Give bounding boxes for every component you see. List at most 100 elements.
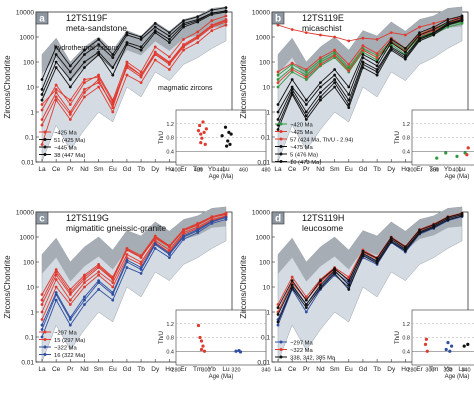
panel-c: 0.01 0.1 1 10 100 1000 10000 Zircons/Chondrite L… (3, 206, 271, 380)
x-tick-label: Ho (165, 366, 174, 373)
x-tick-label: Er (416, 166, 423, 173)
series-point (403, 50, 407, 54)
series-point (333, 267, 337, 270)
series-point (125, 33, 129, 37)
legend-label: 338, 342, 385 Ma (290, 355, 336, 361)
x-tick-label: Tm (429, 166, 438, 173)
series-point (446, 20, 450, 24)
series-point (403, 46, 407, 50)
series-point (111, 100, 115, 104)
inset-y-tick-label: 0.8 (166, 136, 174, 142)
inset-y-tick-label: 0.4 (402, 149, 410, 155)
series-point (125, 64, 129, 68)
series-point (389, 46, 393, 50)
series-point (375, 56, 379, 59)
x-tick-label: Ho (401, 366, 410, 373)
hydrothermal-label: hydrothermal zircons (54, 45, 119, 52)
legend-label: 51 (425 Ma) (54, 138, 85, 144)
x-tick-label: La (38, 366, 46, 373)
hydrothermal-field (42, 206, 226, 282)
x-tick-label: Dy (151, 166, 160, 173)
series-point (68, 323, 72, 327)
series-point (389, 41, 393, 44)
series-point (375, 256, 379, 260)
thu-inset: 0.4 0.8 1.2 400 420 440 460 480 Age (Ma) Th/U (159, 109, 271, 180)
sample-name: 12TS119H (302, 213, 344, 223)
inset-point (223, 125, 228, 129)
inset-point (225, 144, 229, 148)
series-point (403, 245, 407, 249)
inset-x-tick-label: 400 (171, 168, 180, 174)
series-point (319, 91, 322, 94)
inset-point (238, 350, 243, 354)
series-line (41, 212, 227, 295)
series-line (277, 19, 463, 126)
inset-y-tick-label: 0.8 (402, 136, 410, 142)
x-tick-label: Nd (80, 366, 89, 373)
series-point (290, 78, 294, 81)
series-point (361, 36, 365, 40)
inset-point (462, 344, 466, 348)
series-point (418, 31, 421, 34)
series-point (97, 75, 101, 79)
x-tick-label: Lu (222, 366, 230, 373)
series-point (446, 215, 450, 219)
series-point (210, 24, 214, 28)
series-point (224, 218, 228, 221)
series-point (111, 56, 115, 59)
series-point (276, 23, 280, 27)
series-point (460, 16, 464, 19)
series-point (290, 286, 294, 290)
x-tick-label: Lu (458, 166, 466, 173)
series-point (276, 73, 280, 77)
legend-swatch-point (279, 145, 283, 148)
series-point (97, 85, 101, 89)
series-point (403, 33, 407, 37)
panel-letter-bg (271, 211, 285, 225)
series-point (196, 15, 200, 19)
inset-x-tick-label: 320 (443, 368, 452, 374)
inset-y-label: Th/U (395, 331, 401, 344)
legend-swatch-point (279, 122, 283, 126)
series-point (319, 58, 322, 62)
series-point (40, 103, 44, 106)
inset-x-label: Age (Ma) (445, 174, 470, 180)
series-point (347, 98, 351, 102)
series-point (319, 81, 322, 84)
series-point (68, 288, 72, 291)
series-point (304, 78, 308, 81)
series-point (68, 303, 72, 306)
series-point (83, 95, 86, 99)
series-point (276, 103, 280, 106)
x-tick-label: Dy (387, 366, 396, 373)
inset-point (198, 335, 202, 340)
series-point (125, 60, 129, 64)
series-point (196, 228, 200, 231)
x-tick-label: La (274, 366, 282, 373)
x-tick-label: Yb (444, 166, 452, 173)
series-line (41, 216, 227, 320)
inset-x-tick-label: 350 (430, 168, 439, 174)
inset-point (202, 349, 207, 353)
inset-x-tick-label: 280 (407, 368, 416, 374)
series-point (40, 78, 44, 81)
series-point (446, 18, 450, 21)
series-point (460, 21, 464, 25)
series-point (139, 45, 143, 49)
series-point (276, 85, 280, 89)
x-tick-label: Ce (288, 366, 297, 373)
series-point (54, 60, 58, 64)
legend-label: 10 (473 Ma) (290, 160, 321, 166)
series-point (276, 70, 280, 74)
series-point (304, 31, 308, 34)
y-tick-label: 10000 (252, 210, 270, 217)
x-tick-label: Tm (193, 166, 202, 173)
series-point (54, 291, 58, 294)
sample-name: 12TS119E (302, 13, 344, 23)
series-line (277, 17, 463, 42)
series-point (319, 95, 322, 99)
series-point (139, 35, 143, 39)
legend-label: ~445 Ma (54, 145, 77, 151)
sample-name: 12TS119F (66, 13, 108, 23)
series-point (111, 53, 115, 56)
